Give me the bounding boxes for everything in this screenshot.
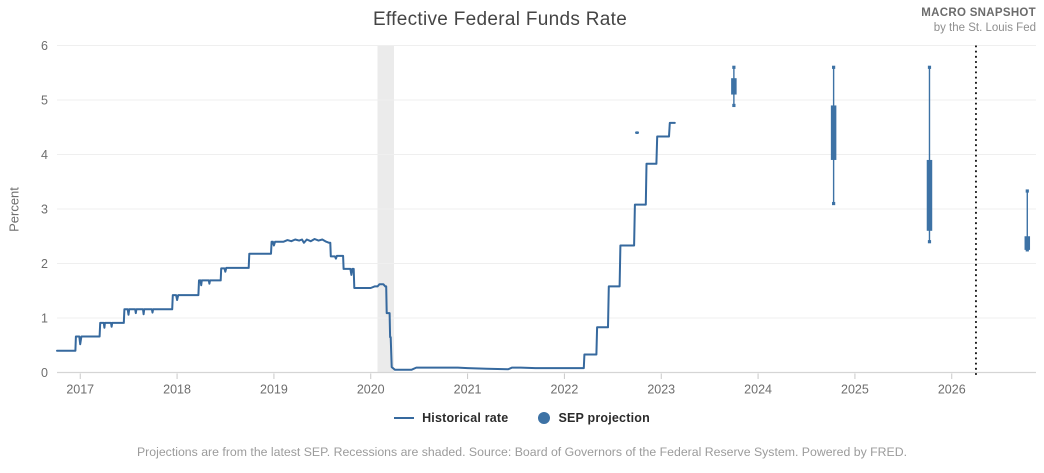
sep-projection-whisker-cap [927, 65, 932, 69]
sep-projection-whisker-cap [832, 65, 836, 69]
brand-subtitle: by the St. Louis Fed [933, 21, 1036, 34]
x-tick-label: 2023 [647, 383, 675, 397]
y-tick-label: 0 [41, 366, 48, 380]
sep-projection-box [926, 159, 933, 231]
chart-title: Effective Federal Funds Rate [372, 9, 628, 30]
legend-item-historical: Historical rate [394, 411, 508, 425]
y-tick-label: 2 [41, 257, 48, 271]
sep-projection-whisker-cap [927, 240, 932, 244]
source-note: Projections are from the latest SEP. Rec… [136, 445, 908, 459]
legend-label-historical: Historical rate [422, 411, 509, 425]
x-tick-label: 2018 [163, 383, 191, 397]
brand-title: MACRO SNAPSHOT [921, 7, 1036, 19]
x-tick-label: 2021 [454, 383, 482, 397]
y-tick-label: 1 [41, 312, 48, 326]
x-tick-label: 2026 [938, 383, 966, 397]
y-tick-label: 4 [41, 148, 48, 162]
x-tick-label: 2024 [744, 383, 772, 397]
sep-projection-whisker-cap [732, 65, 736, 69]
y-tick-label: 6 [41, 39, 48, 53]
historical-line-icon [394, 417, 415, 419]
x-tick-label: 2025 [841, 383, 869, 397]
chart-legend: Historical rate SEP projection [0, 411, 1044, 425]
sep-projection-box [731, 78, 737, 95]
sep-projection-whisker-cap [1025, 189, 1029, 193]
sep-projection-point [635, 131, 640, 134]
sep-projection-whisker-cap [832, 201, 836, 206]
sep-projection-dot-icon [538, 412, 551, 424]
x-tick-label: 2022 [551, 383, 579, 397]
sep-projection-box [1024, 236, 1031, 250]
sep-projection-box [830, 105, 837, 160]
legend-item-projection: SEP projection [538, 411, 650, 425]
sep-projection-whisker-cap [732, 103, 736, 108]
y-tick-label: 5 [41, 94, 48, 108]
x-tick-label: 2019 [260, 383, 288, 397]
y-tick-label: 3 [41, 203, 48, 217]
historical-rate-line [56, 121, 676, 371]
x-tick-label: 2020 [357, 383, 385, 397]
legend-label-projection: SEP projection [558, 411, 650, 425]
x-tick-label: 2017 [66, 383, 94, 397]
brand-block: MACRO SNAPSHOT by the St. Louis Fed [921, 6, 1036, 36]
rate-chart-canvas: 0 1 2 3 4 5 6 2017 2018 2019 2020 2021 2022 2023 2024 2… [41, 39, 1036, 397]
